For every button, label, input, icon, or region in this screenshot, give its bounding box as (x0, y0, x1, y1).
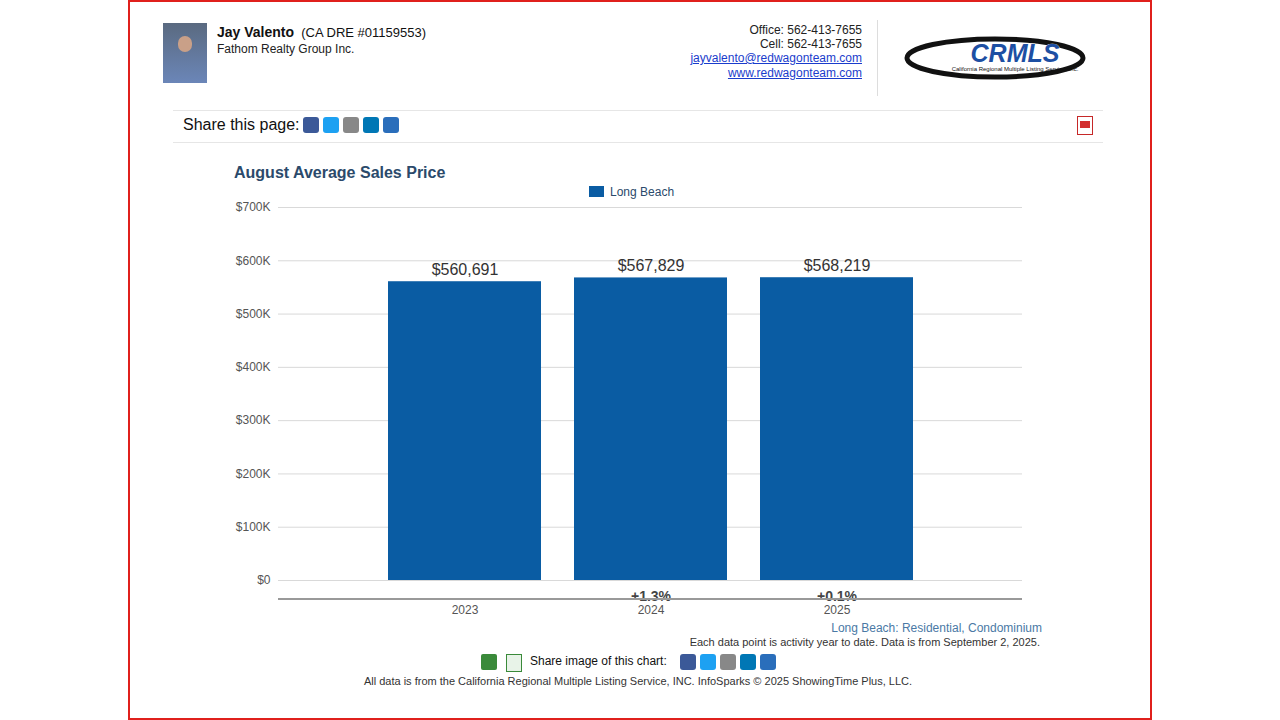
svg-text:$560,691: $560,691 (432, 261, 499, 278)
svg-text:$600K: $600K (236, 254, 271, 268)
html-text:Jay Valento: Jay Valento (217, 24, 294, 40)
html-text:Office: 562-413-7655: Office: 562-413-7655 (749, 23, 862, 37)
svg-text:$100K: $100K (236, 520, 271, 534)
html-text:August Average Sales Price: August Average Sales Price (234, 164, 446, 181)
svg-text:$568,219: $568,219 (804, 257, 871, 274)
svg-text:$567,829: $567,829 (618, 257, 685, 274)
html-text:Cell: 562-413-7655: Cell: 562-413-7655 (759, 37, 862, 51)
svg-text:$0: $0 (257, 573, 271, 587)
svg-text:2023: 2023 (452, 603, 479, 617)
svg-text:CRMLS: CRMLS (971, 39, 1060, 67)
svg-text:California Regional Multiple L: California Regional Multiple Listing Ser… (952, 66, 1079, 72)
svg-text:+0.1%: +0.1% (817, 588, 857, 605)
svg-text:+1.3%: +1.3% (631, 588, 671, 605)
html-text:jayvalento@redwagonteam.com: jayvalento@redwagonteam.com (690, 51, 862, 65)
html-text:All data is from the Californi: All data is from the California Regional… (363, 675, 913, 687)
html-text:Share image of this chart:: Share image of this chart: (530, 654, 667, 668)
html-text:Share this page:: Share this page: (183, 116, 300, 133)
svg-text:$300K: $300K (236, 413, 271, 427)
svg-text:$400K: $400K (236, 360, 271, 374)
html-text:Long Beach: Long Beach (610, 185, 675, 199)
html-text:(CA DRE #01159553): (CA DRE #01159553) (301, 25, 427, 40)
html-text:Fathom Realty Group Inc.: Fathom Realty Group Inc. (217, 42, 355, 56)
html-text:Each data point is activity ye: Each data point is activity year to date… (689, 636, 1040, 648)
svg-text:2025: 2025 (824, 603, 851, 617)
svg-text:$500K: $500K (236, 307, 271, 321)
svg-text:2024: 2024 (638, 603, 665, 617)
svg-text:$200K: $200K (236, 467, 271, 481)
html-text:Long Beach: Residential, Condo: Long Beach: Residential, Condominium (831, 621, 1042, 635)
svg-text:$700K: $700K (236, 200, 271, 214)
html-text:www.redwagonteam.com: www.redwagonteam.com (727, 66, 862, 80)
